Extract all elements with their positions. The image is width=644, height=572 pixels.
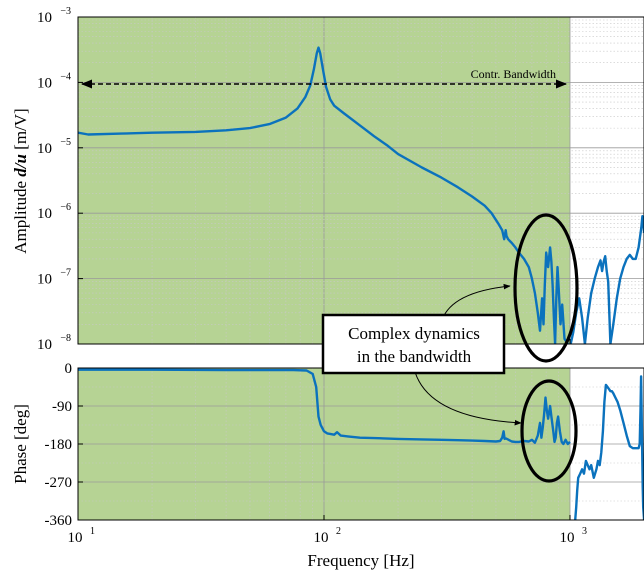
x-tick-label: 10 bbox=[68, 530, 83, 546]
phase-plot: 0 -90 -180 -270 -360 10 1 10 2 10 3 Phase [deg] F… bbox=[11, 339, 644, 570]
y-tick-label: 10 bbox=[37, 206, 52, 222]
y-tick-exponent: −7 bbox=[60, 268, 71, 279]
y-tick-label: 10 bbox=[37, 141, 52, 157]
callout-box: Complex dynamics in the bandwidth bbox=[321, 313, 506, 375]
frequency-x-label: Frequency [Hz] bbox=[307, 551, 414, 570]
callout-line-1: Complex dynamics bbox=[348, 324, 480, 343]
amplitude-y-label-math: d/u bbox=[11, 154, 30, 177]
phase-line bbox=[574, 375, 644, 520]
callout-line-2: in the bandwidth bbox=[357, 347, 472, 366]
x-tick-label: 10 bbox=[560, 530, 575, 546]
amplitude-y-label-prefix: Amplitude bbox=[11, 177, 30, 254]
bandwidth-annotation: Contr. Bandwidth bbox=[471, 67, 556, 81]
phase-y-ticks: 0 -90 -180 -270 -360 bbox=[45, 361, 83, 529]
callout-arrow-phase bbox=[414, 371, 522, 426]
y-tick-exponent: −6 bbox=[60, 202, 71, 213]
y-tick-label: 10 bbox=[37, 272, 52, 288]
y-tick-label: 10 bbox=[37, 75, 52, 91]
amplitude-y-label: Amplitude d/u [m/V] bbox=[11, 108, 30, 253]
x-tick-exponent: 1 bbox=[90, 526, 95, 537]
y-tick-label: -90 bbox=[52, 399, 72, 415]
amplitude-y-label-suffix: [m/V] bbox=[11, 108, 30, 154]
y-tick-label: 10 bbox=[37, 337, 52, 353]
x-tick-exponent: 3 bbox=[582, 526, 587, 537]
x-tick-exponent: 2 bbox=[336, 526, 341, 537]
y-tick-exponent: −3 bbox=[60, 6, 71, 17]
phase-highlight-ellipse bbox=[520, 379, 578, 483]
amplitude-y-ticks: 10 −8 10 −7 10 −6 10 −5 10 −4 10 −3 bbox=[37, 6, 83, 353]
y-tick-label: 0 bbox=[65, 361, 73, 377]
amplitude-series bbox=[78, 46, 644, 344]
phase-y-label: Phase [deg] bbox=[11, 404, 30, 484]
y-tick-exponent: −4 bbox=[60, 71, 71, 82]
y-tick-exponent: −5 bbox=[60, 137, 71, 148]
phase-line bbox=[78, 368, 571, 446]
y-tick-label: -360 bbox=[45, 513, 73, 529]
resonance-highlight-ellipse bbox=[513, 213, 579, 363]
amplitude-plot: 10 −8 10 −7 10 −6 10 −5 10 −4 10 −3 Contr. Bandwidt… bbox=[11, 6, 644, 363]
y-tick-exponent: −8 bbox=[60, 333, 71, 344]
frequency-x-ticks: 10 1 10 2 10 3 bbox=[68, 339, 587, 546]
amplitude-line bbox=[78, 46, 644, 344]
y-tick-label: -270 bbox=[45, 475, 73, 491]
x-tick-label: 10 bbox=[314, 530, 329, 546]
phase-series bbox=[78, 368, 644, 520]
phase-grid bbox=[78, 368, 644, 520]
y-tick-label: 10 bbox=[37, 10, 52, 26]
y-tick-label: -180 bbox=[45, 437, 73, 453]
